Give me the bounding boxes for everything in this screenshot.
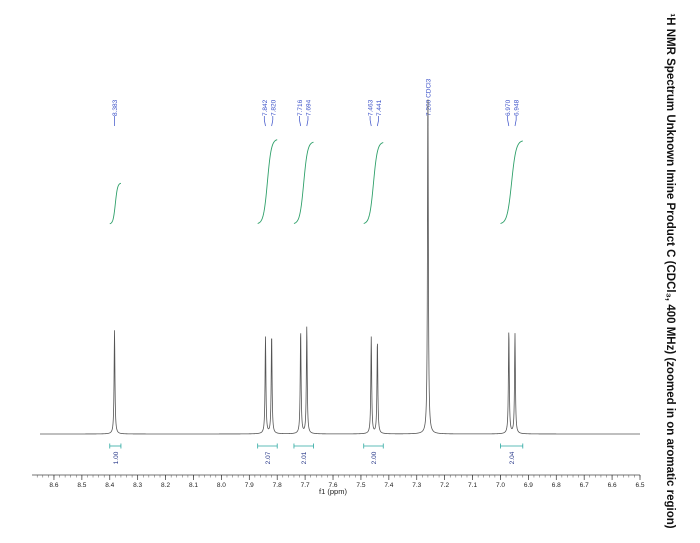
x-axis: 8.6 8.5 8.4 8.3 8.2 8.1 8.0 7.9 7.8 7.7 7.6 7.5 7.4 7… xyxy=(32,474,645,489)
x-tick-label: 8.1 xyxy=(189,482,198,489)
x-tick-label: 7.2 xyxy=(440,482,449,489)
peak-label: 8.383 xyxy=(112,99,119,116)
integral-curve xyxy=(363,142,384,224)
x-tick-label: 7.8 xyxy=(273,482,282,489)
peak-label-connector xyxy=(507,119,510,127)
spectrum-trace xyxy=(40,99,640,435)
x-tick-label: 6.7 xyxy=(580,482,589,489)
x-tick-label: 8.3 xyxy=(133,482,142,489)
integral-value: 2.04 xyxy=(509,451,516,464)
x-tick-label: 8.6 xyxy=(49,482,58,489)
peak-label-connector xyxy=(263,119,266,127)
x-tick-label: 8.4 xyxy=(105,482,114,489)
spectrum-title: ¹H NMR Spectrum Unknown Imine Product C … xyxy=(664,13,676,529)
peak-labels: 8.383 7.842 7.820 7.716 7.694 7.463 7.441 7.260… xyxy=(112,78,521,127)
x-axis-label: f1 (ppm) xyxy=(319,487,347,496)
x-tick-label: 6.9 xyxy=(524,482,533,489)
x-tick-label: 8.0 xyxy=(217,482,226,489)
x-tick-label: 6.6 xyxy=(608,482,617,489)
peak-label-connector xyxy=(271,119,274,127)
x-tick-label: 7.6 xyxy=(328,482,337,489)
peak-label: 7.716 xyxy=(297,99,304,116)
integral-curves xyxy=(109,139,523,225)
peak-label-connector xyxy=(514,119,517,127)
peak-label: 7.694 xyxy=(305,99,312,116)
nmr-spectrum-chart: 8.383 7.842 7.820 7.716 7.694 7.463 7.441 7.260… xyxy=(32,78,645,496)
peak-label-connector xyxy=(299,119,301,127)
x-tick-label: 6.5 xyxy=(635,482,644,489)
peak-label: 6.948 xyxy=(514,99,521,116)
x-tick-label: 7.4 xyxy=(384,482,393,489)
peak-label-connector xyxy=(369,119,372,127)
integral-value: 1.00 xyxy=(113,451,120,464)
integral-curve xyxy=(500,140,523,224)
peak-label: 7.463 xyxy=(368,99,375,116)
peak-label: 7.820 xyxy=(270,99,277,116)
integral-curve xyxy=(293,141,314,224)
peak-label: 7.441 xyxy=(376,99,383,116)
x-tick-label: 7.5 xyxy=(356,482,365,489)
peak-label: 6.970 xyxy=(505,99,512,116)
x-tick-label: 7.0 xyxy=(496,482,505,489)
integral-curve xyxy=(257,139,278,224)
spectrum-title-wrap: ¹H NMR Spectrum Unknown Imine Product C … xyxy=(655,0,685,543)
x-tick-label: 6.8 xyxy=(552,482,561,489)
x-tick-label: 8.2 xyxy=(161,482,170,489)
integral-value: 2.07 xyxy=(265,451,272,464)
x-tick-label: 7.3 xyxy=(412,482,421,489)
x-tick-label: 7.1 xyxy=(468,482,477,489)
x-tick-label: 8.5 xyxy=(77,482,86,489)
integral-value: 2.01 xyxy=(301,451,308,464)
peak-label-connector xyxy=(306,119,309,127)
integral-bars: 1.00 2.07 2.01 2.00 2.04 xyxy=(109,443,524,464)
integral-curve xyxy=(109,182,122,225)
peak-label: 7.260 CDCl3 xyxy=(425,78,432,116)
x-tick-label: 7.9 xyxy=(245,482,254,489)
peak-label-connector xyxy=(377,119,379,127)
x-tick-label: 7.7 xyxy=(301,482,310,489)
peak-label: 7.842 xyxy=(262,99,269,116)
integral-value: 2.00 xyxy=(371,451,378,464)
